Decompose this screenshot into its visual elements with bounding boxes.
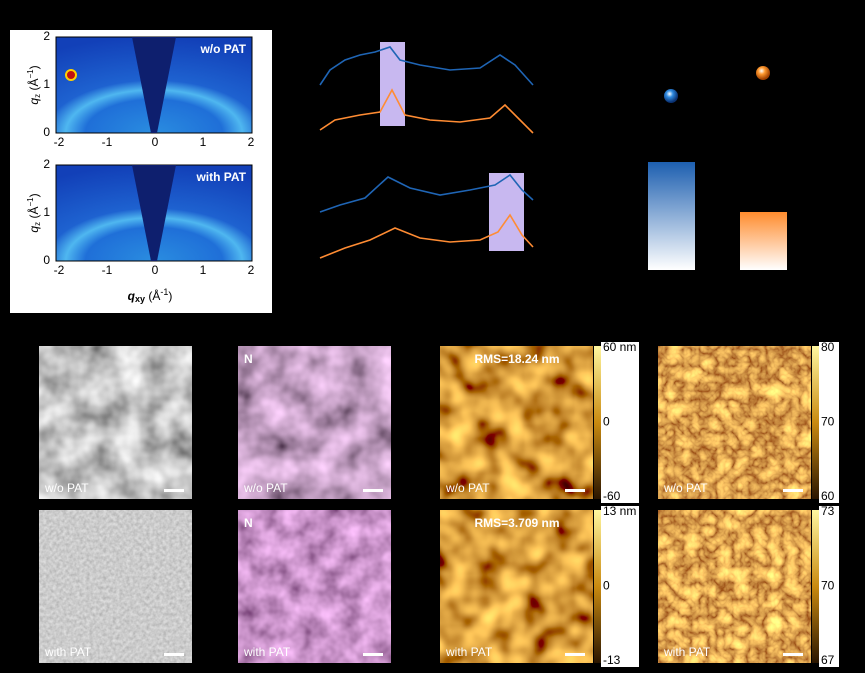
x-tick-label: 1 [200,263,207,277]
colorbar-label: 60 [821,489,835,503]
colorbar-label: 70 [821,579,835,593]
scale-bar [164,489,184,492]
image-label: with PAT [44,645,92,659]
rms-label: RMS=18.24 nm [474,352,559,366]
label-part: q [27,226,41,233]
scale-bar [565,653,585,656]
x-tick-label: 2 [248,135,255,149]
x-tick-label: -2 [54,135,65,149]
x-axis-label: qxy (Å-1) [128,287,173,304]
label-part: (Å [26,207,41,222]
x-tick-label: -1 [102,135,113,149]
scale-bar [565,489,585,492]
x-tick-label: 0 [152,135,159,149]
micrograph [658,510,811,663]
scale-bar [164,653,184,656]
colorbar-label: 0 [603,579,610,593]
image-label: w/o PAT [445,481,490,495]
x-tick-label: -1 [102,263,113,277]
image-label: w/o PAT [44,481,89,495]
micrograph [658,346,811,499]
y-tick-label: 1 [43,77,50,91]
y-axis-label: qz (Å−1) [26,65,42,104]
y-tick-label: 0 [43,253,50,267]
x-tick-label: 0 [152,263,159,277]
micrograph [440,510,593,663]
element-label: N [244,352,253,366]
colorbar-label: 73 [821,504,835,518]
line-profiles [319,42,534,259]
micrographs: w/o PAT w/o PAT w/o PAT w/o PAT N RMS=18.24 n… [39,340,839,667]
y-tick-label: 1 [43,205,50,219]
scale-bar [363,489,383,492]
colorbar-label: 67 [821,653,835,667]
scale-bar [783,489,803,492]
x-tick-label: 1 [200,135,207,149]
panel-label: w/o PAT [199,42,246,56]
colorbar [812,346,819,499]
element-label: N [244,516,253,530]
label-part: q [128,289,136,303]
label-part: -1 [160,287,168,297]
label-part: ) [168,289,172,303]
colorbar-label: 70 [821,415,835,429]
label-part: q [27,98,41,105]
image-label: with PAT [663,645,711,659]
label-part: z [33,94,42,98]
scale-bar [363,653,383,656]
label-part: z [33,222,42,226]
colorbar-bg [819,506,839,667]
spot [65,69,77,81]
x-tick-label: -2 [54,263,65,277]
micrograph [238,510,391,663]
micrograph [440,346,593,499]
image-label: w/o PAT [243,481,288,495]
wedge [132,37,176,133]
schematic [648,66,787,270]
y-axis-label: qz (Å−1) [26,193,42,232]
y-tick-label: 2 [43,29,50,43]
label-part: ) [27,65,41,69]
micrograph [39,346,192,499]
rms-label: RMS=3.709 nm [474,516,559,530]
scale-bar [783,653,803,656]
colorbar-label: -60 [603,489,621,503]
colorbar-label: 0 [603,415,610,429]
colorbar-bg [601,506,639,667]
colorbar-label: -13 [603,653,621,667]
colorbar-label: 13 nm [603,504,636,518]
x-tick-label: 2 [248,263,255,277]
colorbar-label: 80 [821,340,835,354]
colorbar [594,510,601,663]
micrograph [238,346,391,499]
image-label: with PAT [243,645,291,659]
colorbar-bg [601,342,639,503]
micrograph [39,510,192,663]
y-tick-label: 2 [43,157,50,171]
colorbar-bg [819,342,839,503]
y-tick-label: 0 [43,125,50,139]
colorbar [812,510,819,663]
label-part: (Å [145,288,160,303]
panel-label: with PAT [195,170,246,184]
label-part: ) [27,193,41,197]
image-label: w/o PAT [663,481,708,495]
label-part: −1 [26,69,35,79]
label-part: xy [135,294,145,304]
image-label: with PAT [445,645,493,659]
colorbar-label: 60 nm [603,340,636,354]
label-part: (Å [26,79,41,94]
label-part: −1 [26,197,35,207]
colorbar [594,346,601,499]
wedge [132,165,176,261]
